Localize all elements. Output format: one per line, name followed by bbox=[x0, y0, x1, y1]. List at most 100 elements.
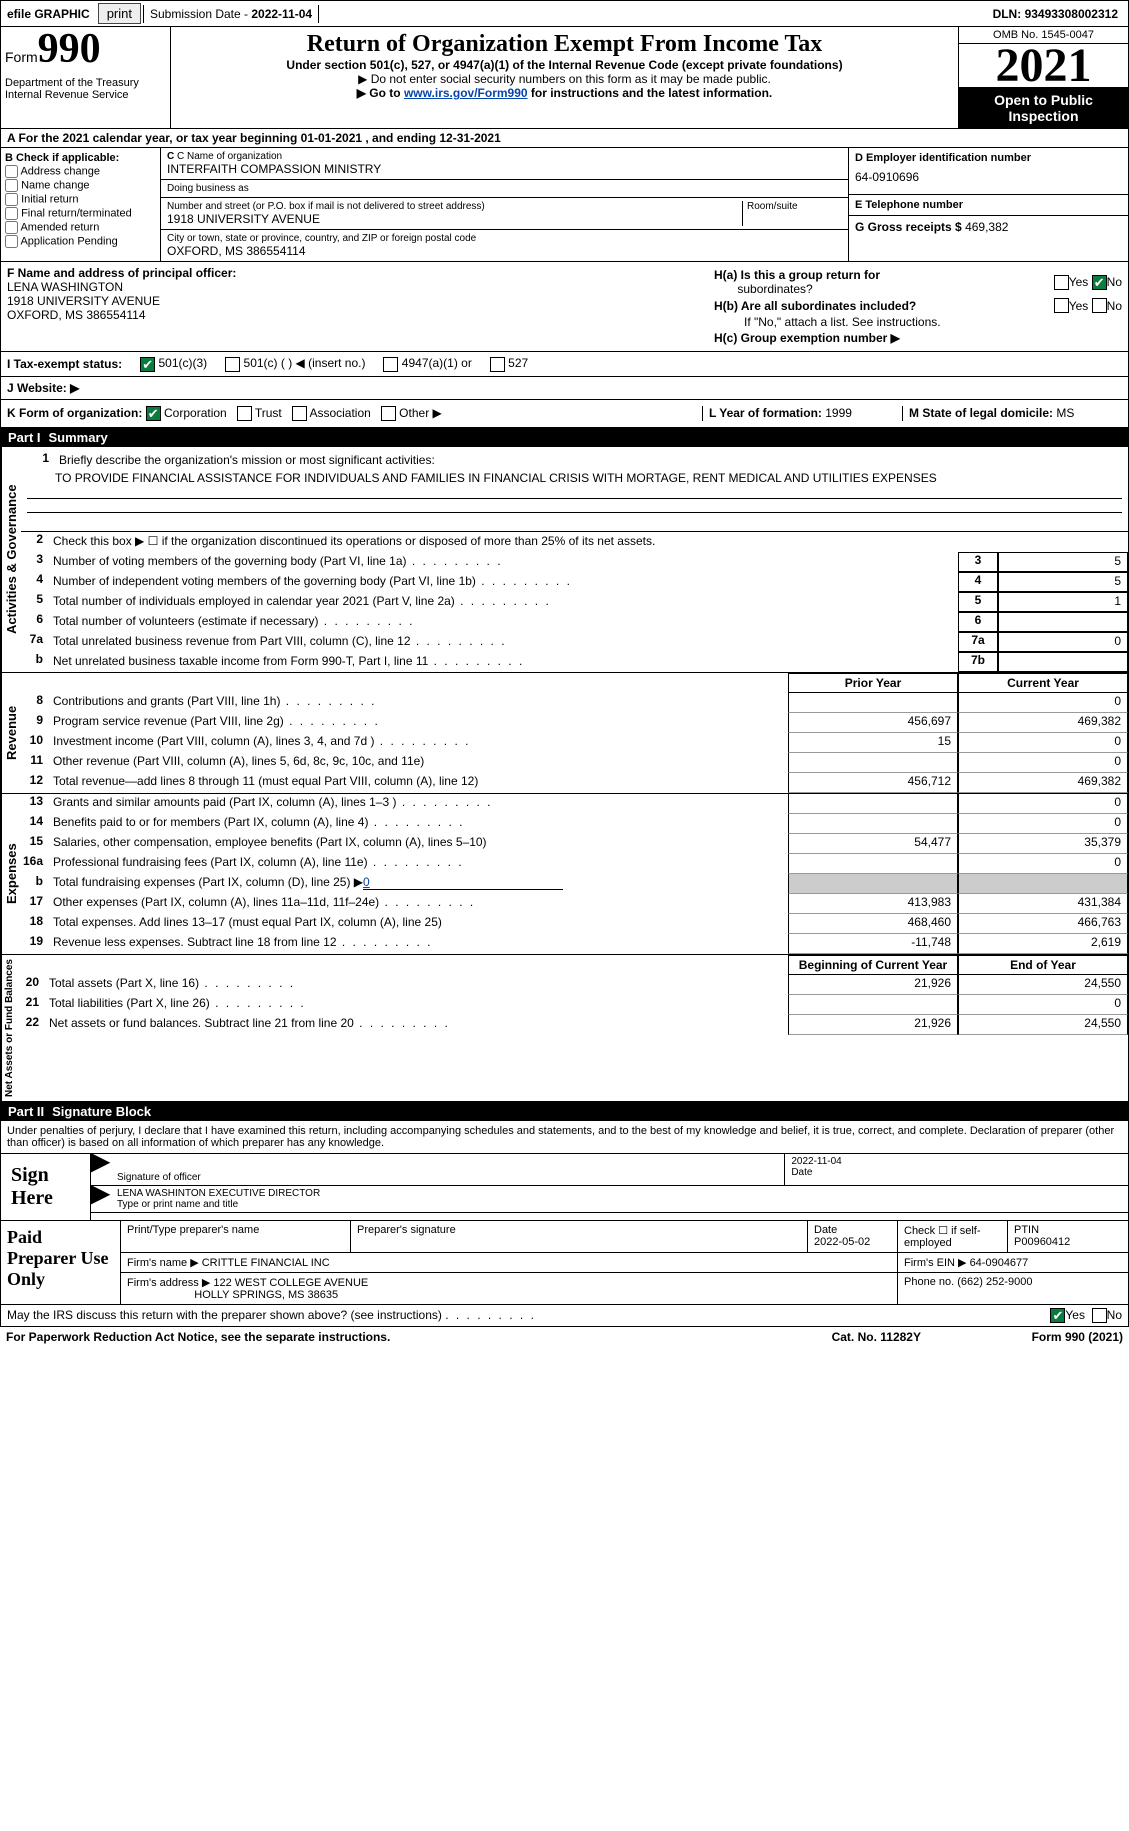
line-18: 18Total expenses. Add lines 13–17 (must … bbox=[21, 914, 1128, 934]
p-date-label: Date bbox=[814, 1224, 837, 1236]
officer-name-title: LENA WASHINTON EXECUTIVE DIRECTOR bbox=[117, 1188, 1122, 1199]
irs-link[interactable]: www.irs.gov/Form990 bbox=[404, 86, 528, 100]
line-13-text: Grants and similar amounts paid (Part IX… bbox=[49, 794, 788, 814]
sig-date-cell: 2022-11-04 Date bbox=[785, 1154, 1128, 1185]
checkbox[interactable] bbox=[5, 207, 18, 220]
form-title: Return of Organization Exempt From Incom… bbox=[175, 31, 954, 58]
discuss-no-checkbox[interactable] bbox=[1092, 1308, 1107, 1323]
chk-other[interactable] bbox=[381, 406, 396, 421]
line-11: 11Other revenue (Part VIII, column (A), … bbox=[21, 753, 1128, 773]
part1-header: Part I Summary bbox=[0, 428, 1129, 447]
chk-association[interactable] bbox=[292, 406, 307, 421]
opt-other: Other ▶ bbox=[399, 406, 442, 420]
checkbox[interactable] bbox=[5, 165, 18, 178]
page-footer: For Paperwork Reduction Act Notice, see … bbox=[0, 1327, 1129, 1347]
chk-label: Initial return bbox=[21, 194, 78, 206]
line-4-text: Number of independent voting members of … bbox=[49, 572, 958, 592]
firm-name-row: Firm's name ▶ CRITTLE FINANCIAL INC Firm… bbox=[121, 1253, 1128, 1273]
chk-501c3[interactable]: ✔ bbox=[140, 357, 155, 372]
chk-4947[interactable] bbox=[383, 357, 398, 372]
line-14-text: Benefits paid to or for members (Part IX… bbox=[49, 814, 788, 834]
subtitle-1: Under section 501(c), 527, or 4947(a)(1)… bbox=[175, 58, 954, 72]
ha-yes-checkbox[interactable] bbox=[1054, 275, 1069, 290]
chk-initial-return[interactable]: Initial return bbox=[5, 193, 156, 206]
hb-no-checkbox[interactable] bbox=[1092, 298, 1107, 313]
declaration-text: Under penalties of perjury, I declare th… bbox=[1, 1121, 1128, 1153]
val-3: 5 bbox=[998, 552, 1128, 572]
firm-addr1: 122 WEST COLLEGE AVENUE bbox=[213, 1277, 368, 1289]
dots bbox=[445, 1308, 536, 1322]
r13-current: 0 bbox=[958, 794, 1128, 814]
checkbox[interactable] bbox=[5, 179, 18, 192]
r18-prior: 468,460 bbox=[788, 914, 958, 934]
line-6-text: Total number of volunteers (estimate if … bbox=[49, 612, 958, 632]
chk-address-change[interactable]: Address change bbox=[5, 165, 156, 178]
checkbox[interactable] bbox=[5, 193, 18, 206]
r12-prior: 456,712 bbox=[788, 773, 958, 793]
ha-no-checkbox[interactable]: ✔ bbox=[1092, 275, 1107, 290]
part1-body: Activities & Governance 1 Briefly descri… bbox=[0, 447, 1129, 1102]
checkbox[interactable] bbox=[5, 221, 18, 234]
efile-label: efile GRAPHIC bbox=[1, 5, 96, 23]
ptin-value: P00960412 bbox=[1014, 1236, 1070, 1248]
chk-final-return[interactable]: Final return/terminated bbox=[5, 207, 156, 220]
ha-label: H(a) Is this a group return for bbox=[714, 268, 880, 282]
discuss-q: May the IRS discuss this return with the… bbox=[7, 1308, 442, 1322]
discuss-yes-checkbox[interactable]: ✔ bbox=[1050, 1308, 1065, 1323]
side-label-ag: Activities & Governance bbox=[1, 447, 21, 672]
r9-current: 469,382 bbox=[958, 713, 1128, 733]
m-value: MS bbox=[1056, 406, 1074, 420]
line-7b-text: Net unrelated business taxable income fr… bbox=[49, 652, 958, 672]
chk-application-pending[interactable]: Application Pending bbox=[5, 235, 156, 248]
chk-trust[interactable] bbox=[237, 406, 252, 421]
checkbox[interactable] bbox=[5, 235, 18, 248]
dept-treasury: Department of the Treasury bbox=[5, 77, 166, 89]
mini-7b: 7b bbox=[958, 652, 998, 672]
ein-label: D Employer identification number bbox=[855, 152, 1122, 164]
chk-527[interactable] bbox=[490, 357, 505, 372]
chk-corporation[interactable]: ✔ bbox=[146, 406, 161, 421]
line-9-text: Program service revenue (Part VIII, line… bbox=[49, 713, 788, 733]
l16b-val[interactable]: 0 bbox=[363, 875, 563, 890]
beginning-header: Beginning of Current Year bbox=[788, 955, 958, 975]
city-value: OXFORD, MS 386554114 bbox=[167, 244, 842, 258]
dba-box: Doing business as bbox=[161, 180, 848, 198]
open-public-2: Inspection bbox=[1008, 108, 1078, 124]
footer-form: Form 990 (2021) bbox=[1032, 1330, 1123, 1344]
print-button[interactable]: print bbox=[98, 3, 141, 24]
chk-name-change[interactable]: Name change bbox=[5, 179, 156, 192]
column-b: B Check if applicable: Address change Na… bbox=[1, 148, 161, 261]
section-bcd: B Check if applicable: Address change Na… bbox=[0, 148, 1129, 262]
l16b-pre: Total fundraising expenses (Part IX, col… bbox=[53, 875, 363, 889]
irs-discuss-row: May the IRS discuss this return with the… bbox=[0, 1305, 1129, 1327]
r16b-current-shade bbox=[958, 874, 1128, 894]
opt-501c3: 501(c)(3) bbox=[159, 356, 208, 370]
r20-end: 24,550 bbox=[958, 975, 1128, 995]
part1-num: Part I bbox=[8, 430, 49, 445]
line-15-text: Salaries, other compensation, employee b… bbox=[49, 834, 788, 854]
chk-amended-return[interactable]: Amended return bbox=[5, 221, 156, 234]
m-state: M State of legal domicile: MS bbox=[902, 406, 1122, 421]
officer-name-cell: LENA WASHINTON EXECUTIVE DIRECTOR Type o… bbox=[111, 1186, 1128, 1212]
mission-box: 1 Briefly describe the organization's mi… bbox=[21, 447, 1128, 532]
yes-label: Yes bbox=[1069, 275, 1089, 289]
open-public-1: Open to Public bbox=[994, 92, 1093, 108]
r22-end: 24,550 bbox=[958, 1015, 1128, 1035]
line-18-text: Total expenses. Add lines 13–17 (must eq… bbox=[49, 914, 788, 934]
r10-prior: 15 bbox=[788, 733, 958, 753]
ein-value: 64-0910696 bbox=[855, 164, 1122, 190]
tax-year: 2021 bbox=[959, 44, 1128, 88]
line-20: 20Total assets (Part X, line 16)21,92624… bbox=[17, 975, 1128, 995]
i-label: I Tax-exempt status: bbox=[7, 357, 122, 371]
top-bar: efile GRAPHIC print Submission Date - 20… bbox=[0, 0, 1129, 27]
row-a-text: A For the 2021 calendar year, or tax yea… bbox=[7, 131, 501, 145]
ptin-cell: PTINP00960412 bbox=[1008, 1221, 1128, 1252]
line-19-text: Revenue less expenses. Subtract line 18 … bbox=[49, 934, 788, 954]
chk-501c[interactable] bbox=[225, 357, 240, 372]
irs-label: Internal Revenue Service bbox=[5, 89, 166, 101]
r11-prior bbox=[788, 753, 958, 773]
firm-name-label: Firm's name ▶ bbox=[127, 1257, 202, 1269]
line-10: 10Investment income (Part VIII, column (… bbox=[21, 733, 1128, 753]
r14-current: 0 bbox=[958, 814, 1128, 834]
hb-yes-checkbox[interactable] bbox=[1054, 298, 1069, 313]
